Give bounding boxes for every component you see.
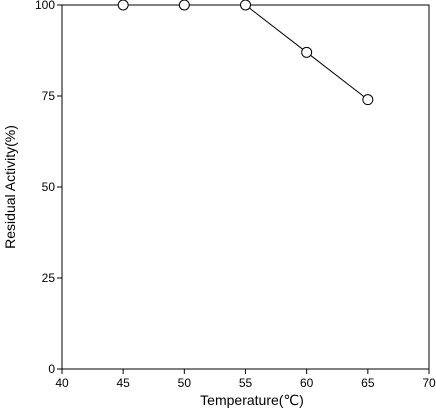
- y-tick-label: 75: [42, 89, 56, 103]
- x-tick-label: 50: [178, 376, 192, 390]
- data-point: [301, 46, 313, 58]
- x-tick-label: 45: [116, 376, 130, 390]
- x-tick-label: 60: [300, 376, 314, 390]
- y-axis-title: Residual Activity(%): [2, 125, 18, 249]
- x-tick-label: 55: [239, 376, 253, 390]
- series-line: [123, 4, 369, 101]
- x-axis-ticks: 40 45 50 55 60 65 70: [55, 369, 436, 390]
- data-point: [240, 0, 251, 11]
- y-tick-label: 25: [42, 271, 56, 285]
- data-point: [362, 94, 374, 106]
- y-tick-label: 0: [48, 362, 55, 376]
- y-tick-label: 100: [35, 0, 55, 12]
- series-layer: [117, 0, 374, 106]
- x-tick-label: 65: [361, 376, 375, 390]
- data-point: [178, 0, 190, 11]
- x-axis-title: Temperature(℃): [200, 392, 304, 408]
- data-point: [117, 0, 129, 11]
- x-tick-label: 40: [55, 376, 69, 390]
- y-tick-label: 50: [42, 180, 56, 194]
- y-axis-ticks: 0 25 50 75 100: [35, 0, 62, 376]
- x-tick-label: 70: [422, 376, 436, 390]
- plot-frame: [61, 4, 430, 370]
